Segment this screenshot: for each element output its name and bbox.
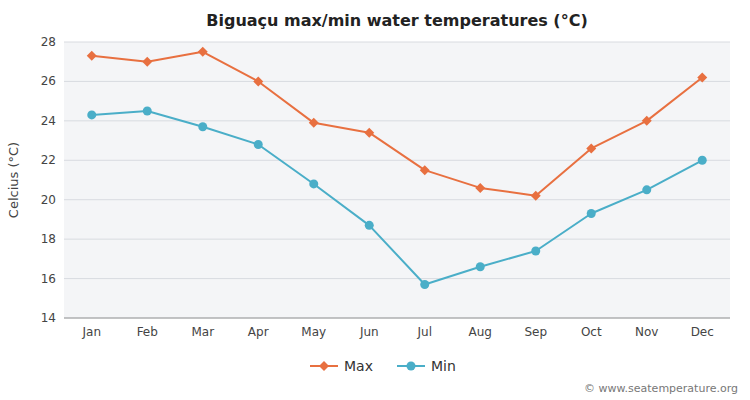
x-tick-label: Mar — [191, 325, 214, 339]
chart-container: 14 16 18 20 22 24 26 28 Jan Feb Mar Apr May Jun Jul Aug… — [0, 0, 750, 400]
grid-line — [64, 120, 730, 121]
point — [365, 221, 374, 230]
point — [143, 107, 152, 116]
x-tick-label: Jun — [359, 325, 379, 339]
point — [309, 179, 318, 188]
y-axis-label: Celcius (°C) — [6, 142, 21, 218]
point — [87, 110, 96, 119]
y-axis: 14 16 18 20 22 24 26 28 — [41, 35, 730, 325]
grid-line — [64, 81, 730, 82]
point — [531, 246, 540, 255]
y-tick-label: 24 — [41, 114, 56, 128]
point — [87, 51, 97, 61]
y-tick-label: 22 — [41, 153, 56, 167]
point — [253, 76, 263, 86]
x-tick-label: Jul — [417, 325, 432, 339]
legend-item: Max — [310, 358, 373, 374]
point — [475, 183, 485, 193]
x-tick-label: Oct — [581, 325, 602, 339]
x-tick-label: Aug — [469, 325, 492, 339]
x-tick-label: Nov — [635, 325, 658, 339]
y-tick-label: 14 — [41, 311, 56, 325]
point — [142, 57, 152, 67]
point — [476, 262, 485, 271]
series-line — [92, 52, 703, 196]
grid-line — [64, 239, 730, 240]
x-axis: Jan Feb Mar Apr May Jun Jul Aug Sep Oct Nov Dec — [82, 325, 714, 339]
x-tick-label: May — [301, 325, 326, 339]
watermark: © www.seatemperature.org — [584, 382, 738, 395]
point — [254, 140, 263, 149]
x-tick-label: Feb — [137, 325, 158, 339]
point — [587, 209, 596, 218]
y-tick-label: 28 — [41, 35, 56, 49]
point — [586, 143, 596, 153]
point — [642, 116, 652, 126]
point — [697, 72, 707, 82]
legend-label: Max — [344, 358, 373, 374]
point — [420, 280, 429, 289]
point — [698, 156, 707, 165]
y-tick-label: 26 — [41, 74, 56, 88]
legend-label: Min — [431, 358, 456, 374]
grid-line — [64, 278, 730, 279]
grid-line — [64, 199, 730, 200]
legend-marker — [407, 362, 416, 371]
point — [198, 47, 208, 57]
point — [364, 128, 374, 138]
chart-title: Biguaçu max/min water temperatures (°C) — [206, 11, 587, 30]
point — [309, 118, 319, 128]
series-line — [92, 111, 703, 284]
grid-line — [64, 160, 730, 161]
x-axis-line — [64, 318, 730, 319]
grid-line — [64, 42, 730, 43]
legend-marker — [319, 361, 329, 371]
legend-item: Min — [397, 358, 456, 374]
y-tick-label: 20 — [41, 193, 56, 207]
data-layer — [87, 47, 708, 289]
x-tick-label: Sep — [524, 325, 547, 339]
grid-line — [64, 318, 730, 319]
x-tick-label: Jan — [82, 325, 102, 339]
series — [87, 107, 707, 289]
point — [642, 185, 651, 194]
y-tick-label: 18 — [41, 232, 56, 246]
series — [87, 47, 708, 201]
point — [531, 191, 541, 201]
point — [198, 122, 207, 131]
x-tick-label: Apr — [248, 325, 269, 339]
plot-area — [64, 42, 730, 318]
point — [420, 165, 430, 175]
y-tick-label: 16 — [41, 272, 56, 286]
legend: Max Min — [310, 358, 456, 374]
chart: 14 16 18 20 22 24 26 28 Jan Feb Mar Apr May Jun Jul Aug… — [0, 0, 750, 400]
x-tick-label: Dec — [691, 325, 714, 339]
